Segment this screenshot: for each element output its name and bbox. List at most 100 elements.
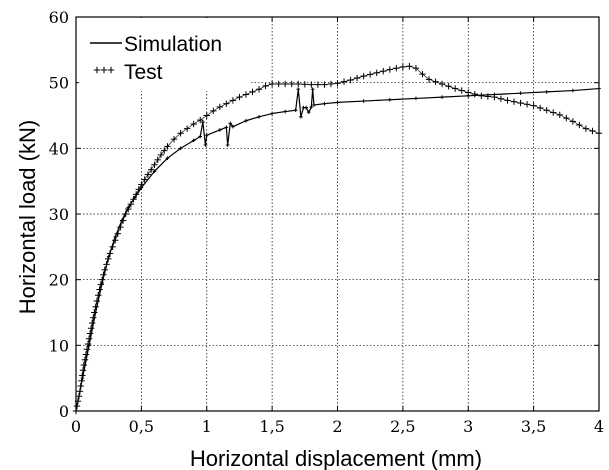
simulation-point xyxy=(312,103,316,107)
test-point xyxy=(151,161,158,168)
simulation-point xyxy=(191,138,196,143)
test-point xyxy=(210,107,217,115)
test-point xyxy=(445,83,452,90)
simulation-point xyxy=(299,115,303,119)
legend-simulation-label: Simulation xyxy=(124,33,222,56)
simulation-point xyxy=(244,118,248,123)
test-point xyxy=(438,80,446,88)
simulation-point xyxy=(492,92,497,97)
simulation-point xyxy=(152,169,157,174)
test-point xyxy=(81,356,89,363)
simulation-series xyxy=(74,86,601,413)
simulation-point xyxy=(228,121,233,126)
test-point xyxy=(144,171,152,178)
series-layer xyxy=(72,63,603,415)
test-point xyxy=(275,80,282,88)
test-point xyxy=(86,330,94,337)
x-tick-label: 2,5 xyxy=(390,417,415,436)
test-point xyxy=(216,103,224,111)
simulation-point xyxy=(87,343,91,348)
simulation-point xyxy=(310,87,315,92)
simulation-point xyxy=(218,128,222,132)
test-point xyxy=(504,97,511,104)
y-tick-label: 10 xyxy=(49,336,69,355)
test-point xyxy=(366,71,374,78)
test-point xyxy=(82,351,90,358)
test-point xyxy=(556,111,563,119)
x-tick-label: 1,5 xyxy=(259,417,284,436)
test-point xyxy=(471,90,478,98)
test-point xyxy=(242,91,250,98)
test-point xyxy=(229,97,237,104)
simulation-point xyxy=(309,105,314,109)
test-point xyxy=(523,101,531,108)
test-point xyxy=(87,325,95,332)
y-tick-label: 0 xyxy=(59,402,69,421)
test-point xyxy=(79,367,87,374)
test-point xyxy=(183,125,191,132)
simulation-point xyxy=(133,195,137,200)
test-point xyxy=(321,81,328,88)
test-point xyxy=(327,80,335,88)
test-point xyxy=(170,135,178,143)
y-tick-label: 20 xyxy=(49,271,69,290)
simulation-point xyxy=(139,185,144,190)
test-point xyxy=(92,303,99,310)
test-point xyxy=(497,95,505,102)
simulation-point xyxy=(335,100,340,105)
test-point xyxy=(262,82,269,90)
test-point xyxy=(406,63,413,70)
x-tick-label: 0,5 xyxy=(129,417,154,436)
test-point xyxy=(90,314,97,321)
simulation-point xyxy=(466,94,471,98)
test-point xyxy=(157,151,165,159)
test-point xyxy=(147,166,155,173)
legend-box xyxy=(79,18,250,91)
simulation-point xyxy=(322,101,327,106)
simulation-point xyxy=(440,95,444,99)
test-point xyxy=(93,297,101,305)
simulation-point xyxy=(544,90,549,94)
test-point xyxy=(412,65,420,72)
y-tick-label: 60 xyxy=(49,8,69,27)
y-tick-label: 30 xyxy=(49,205,69,224)
test-point xyxy=(451,85,459,92)
test-point xyxy=(255,86,263,93)
test-point xyxy=(95,292,102,299)
simulation-point xyxy=(178,146,183,151)
simulation-point xyxy=(231,124,235,129)
simulation-point xyxy=(198,134,203,139)
simulation-point xyxy=(126,205,131,210)
test-point xyxy=(380,67,387,75)
test-point xyxy=(164,143,171,150)
x-tick-label: 3 xyxy=(463,417,473,436)
simulation-point xyxy=(204,133,209,137)
simulation-point xyxy=(293,108,298,113)
test-point xyxy=(386,66,393,73)
test-point xyxy=(569,118,577,125)
test-point xyxy=(334,80,341,87)
test-point xyxy=(249,88,256,96)
test-point xyxy=(536,104,544,112)
test-point xyxy=(295,80,302,88)
simulation-point xyxy=(225,143,230,147)
simulation-point xyxy=(283,109,287,114)
simulation-point xyxy=(93,310,98,315)
test-point xyxy=(582,125,590,132)
test-point xyxy=(360,72,367,80)
simulation-point xyxy=(203,143,208,147)
simulation-point xyxy=(113,235,118,239)
x-tick-label: 1 xyxy=(202,417,212,436)
test-point xyxy=(543,107,550,114)
test-point xyxy=(141,176,148,183)
simulation-point xyxy=(388,97,392,102)
test-point xyxy=(203,112,210,119)
test-point xyxy=(563,114,570,122)
simulation-point xyxy=(257,115,261,119)
test-point xyxy=(517,99,524,107)
test-point xyxy=(96,286,103,293)
simulation-point xyxy=(270,111,274,116)
x-tick-label: 4 xyxy=(594,417,604,436)
